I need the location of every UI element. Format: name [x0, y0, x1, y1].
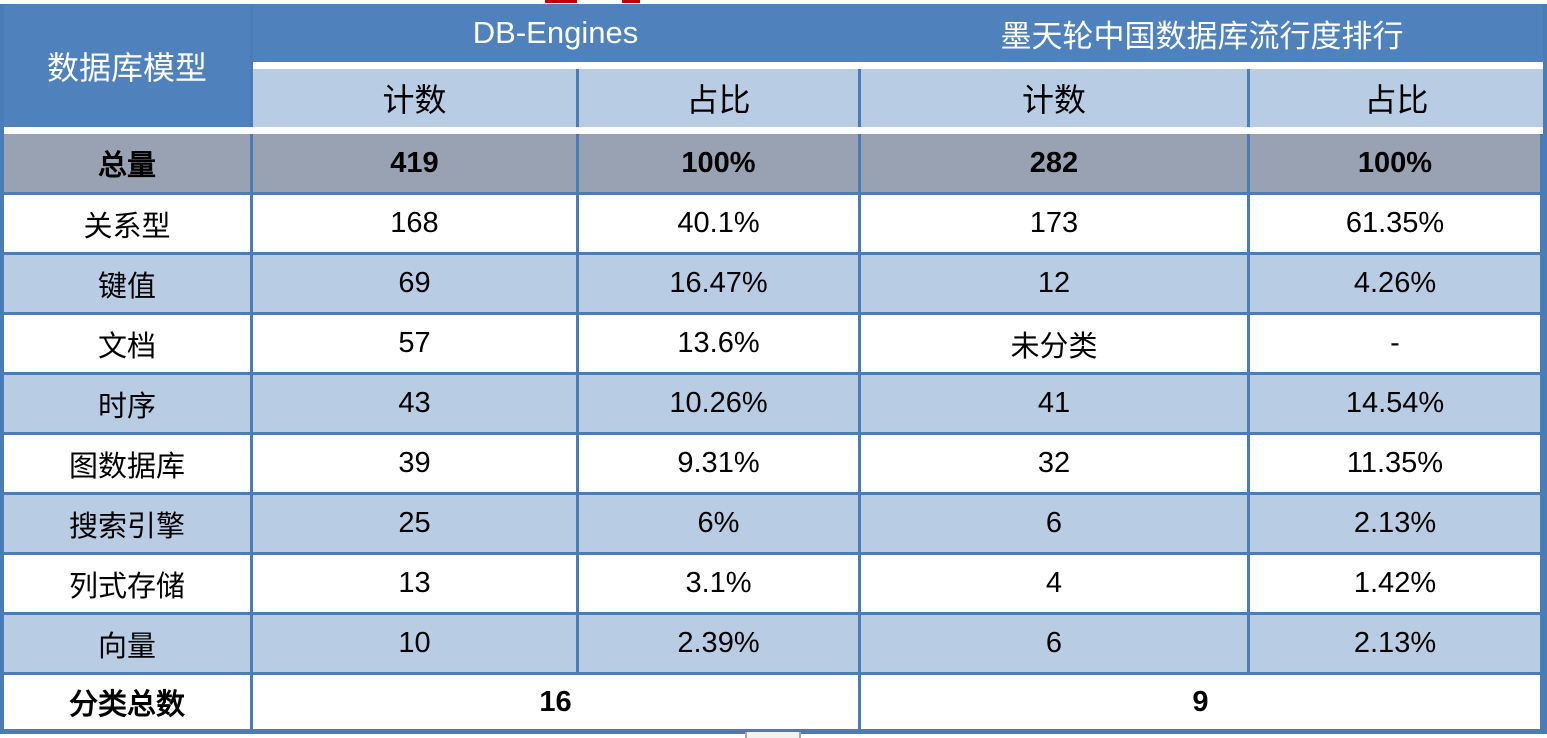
total-modb-count: 282 — [861, 134, 1250, 192]
cell-dbengines-share: 10.26% — [579, 375, 861, 432]
cell-modb-share: - — [1250, 315, 1543, 372]
cell-modb-count: 32 — [861, 435, 1250, 492]
row-header-cell: 数据库模型 — [4, 4, 253, 127]
cell-dbengines-count: 168 — [253, 195, 579, 252]
cell-dbengines-share: 9.31% — [579, 435, 861, 492]
sub-header-dbengines-share: 占比 — [579, 69, 861, 127]
cell-dbengines-count: 43 — [253, 375, 579, 432]
cell-modb-share: 1.42% — [1250, 555, 1543, 612]
cell-modb-share: 61.35% — [1250, 195, 1543, 252]
table-row-vector: 向量 10 2.39% 6 2.13% — [4, 615, 1543, 675]
header-right-block: DB-Engines 墨天轮中国数据库流行度排行 计数 占比 计数 占比 — [253, 4, 1543, 127]
group-header-modb: 墨天轮中国数据库流行度排行 — [861, 4, 1543, 62]
row-label: 列式存储 — [4, 555, 253, 612]
red-underline-artifact — [622, 0, 640, 3]
total-dbengines-count: 419 — [253, 134, 579, 192]
group-header-row: DB-Engines 墨天轮中国数据库流行度排行 — [253, 4, 1543, 62]
total-modb-share: 100% — [1250, 134, 1543, 192]
cell-modb-count: 4 — [861, 555, 1250, 612]
sub-header-row: 计数 占比 计数 占比 — [253, 69, 1543, 127]
cell-dbengines-share: 13.6% — [579, 315, 861, 372]
cell-modb-share: 2.13% — [1250, 615, 1543, 672]
cell-dbengines-count: 25 — [253, 495, 579, 552]
cell-dbengines-share: 40.1% — [579, 195, 861, 252]
cell-dbengines-share: 16.47% — [579, 255, 861, 312]
row-label: 文档 — [4, 315, 253, 372]
category-total-row: 分类总数 16 9 — [4, 675, 1543, 729]
cell-modb-share: 2.13% — [1250, 495, 1543, 552]
total-dbengines-share: 100% — [579, 134, 861, 192]
group-header-db-engines: DB-Engines — [253, 4, 861, 62]
row-label: 向量 — [4, 615, 253, 672]
cell-modb-share: 14.54% — [1250, 375, 1543, 432]
table-row-document: 文档 57 13.6% 未分类 - — [4, 315, 1543, 375]
category-total-dbengines: 16 — [253, 675, 861, 729]
sub-header-modb-count: 计数 — [861, 69, 1250, 127]
comparison-table: 数据库模型 DB-Engines 墨天轮中国数据库流行度排行 计数 占比 计数 … — [0, 4, 1547, 734]
cell-dbengines-count: 39 — [253, 435, 579, 492]
row-label: 键值 — [4, 255, 253, 312]
total-row: 总量 419 100% 282 100% — [4, 134, 1543, 195]
row-label: 搜索引擎 — [4, 495, 253, 552]
cell-modb-count: 6 — [861, 495, 1250, 552]
cell-dbengines-count: 69 — [253, 255, 579, 312]
cell-dbengines-count: 57 — [253, 315, 579, 372]
table-header: 数据库模型 DB-Engines 墨天轮中国数据库流行度排行 计数 占比 计数 … — [4, 4, 1543, 127]
cell-modb-count: 6 — [861, 615, 1250, 672]
sub-header-dbengines-count: 计数 — [253, 69, 579, 127]
cell-modb-count: 12 — [861, 255, 1250, 312]
sub-header-modb-share: 占比 — [1250, 69, 1543, 127]
cell-dbengines-share: 3.1% — [579, 555, 861, 612]
cell-modb-share: 11.35% — [1250, 435, 1543, 492]
category-total-label: 分类总数 — [4, 675, 253, 729]
cell-dbengines-count: 13 — [253, 555, 579, 612]
table-row-key-value: 键值 69 16.47% 12 4.26% — [4, 255, 1543, 315]
cell-modb-count: 未分类 — [861, 315, 1250, 372]
row-label: 时序 — [4, 375, 253, 432]
cell-dbengines-count: 10 — [253, 615, 579, 672]
table-row-graph: 图数据库 39 9.31% 32 11.35% — [4, 435, 1543, 495]
header-body-gap — [4, 127, 1543, 134]
total-row-label: 总量 — [4, 134, 253, 192]
cell-modb-count: 41 — [861, 375, 1250, 432]
cell-dbengines-share: 6% — [579, 495, 861, 552]
cell-dbengines-share: 2.39% — [579, 615, 861, 672]
cell-modb-count: 173 — [861, 195, 1250, 252]
table-row-time-series: 时序 43 10.26% 41 14.54% — [4, 375, 1543, 435]
table-row-relational: 关系型 168 40.1% 173 61.35% — [4, 195, 1543, 255]
row-label: 图数据库 — [4, 435, 253, 492]
category-total-modb: 9 — [861, 675, 1543, 729]
red-underline-artifact — [545, 0, 577, 3]
table-row-columnar: 列式存储 13 3.1% 4 1.42% — [4, 555, 1543, 615]
scrollbar-fragment-artifact — [745, 732, 801, 738]
header-gap — [253, 62, 1543, 69]
row-label: 关系型 — [4, 195, 253, 252]
cell-modb-share: 4.26% — [1250, 255, 1543, 312]
table-row-search-engine: 搜索引擎 25 6% 6 2.13% — [4, 495, 1543, 555]
